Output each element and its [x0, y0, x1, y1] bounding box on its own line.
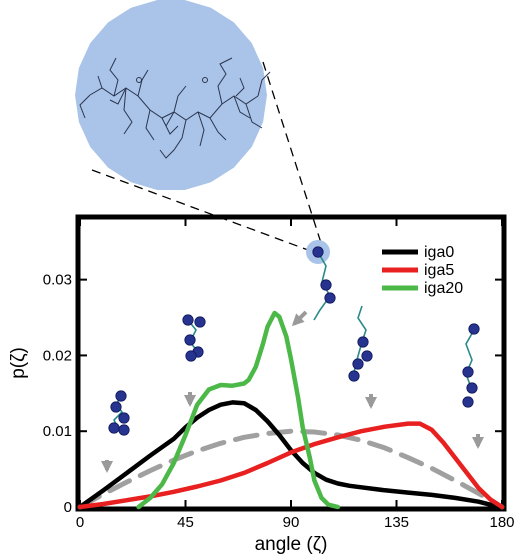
series-line-iga20: [139, 313, 338, 507]
linker-icon: [466, 330, 474, 390]
x-tick-label: 90: [283, 514, 300, 531]
legend-label-iga0: iga0: [424, 244, 454, 261]
molecule-inset: [75, 0, 270, 190]
bead-icon: [467, 383, 477, 393]
bead-icon: [463, 367, 473, 377]
bead-icon: [119, 425, 129, 435]
bead-icon: [362, 351, 372, 361]
legend-label-iga20: iga20: [424, 280, 463, 297]
series-lines: [80, 313, 502, 507]
bead-icon: [313, 247, 323, 257]
bead-icon: [469, 324, 479, 334]
y-tick-label: 0.02: [43, 347, 72, 364]
bead-icon: [463, 397, 473, 407]
bead-icon: [349, 371, 359, 381]
bead-icon: [119, 413, 129, 423]
x-tick-label: 0: [76, 514, 84, 531]
bead-icon: [186, 351, 196, 361]
arrow-head-icon: [472, 437, 484, 449]
bead-icon: [321, 280, 331, 290]
x-tick-label: 45: [177, 514, 194, 531]
bead-icon: [185, 335, 195, 345]
x-tick-label: 135: [384, 514, 409, 531]
arrow-head-icon: [365, 397, 377, 409]
bead-icon: [353, 359, 363, 369]
bead-icon: [183, 315, 193, 325]
bead-icon: [116, 391, 126, 401]
y-axis-title: p(ζ): [8, 347, 29, 379]
inset-circle: [75, 0, 267, 190]
bead-icon: [111, 402, 121, 412]
y-tick-label: 0.03: [43, 272, 72, 289]
x-tick-label: 180: [489, 514, 514, 531]
arrow-head-icon: [101, 461, 113, 473]
y-tick-label: 0.01: [43, 423, 72, 440]
y-tick-label: 0: [64, 499, 72, 516]
bead-icon: [109, 423, 119, 433]
arrow-head-icon: [184, 395, 196, 407]
tick-labels: 0 45 90 135 180 0 0.01 0.02 0.03: [43, 272, 515, 531]
bead-icon: [358, 337, 368, 347]
bead-icon: [325, 293, 335, 303]
x-axis-title: angle (ζ): [255, 534, 328, 555]
legend-label-iga5: iga5: [424, 262, 454, 279]
bead-icon: [195, 317, 205, 327]
